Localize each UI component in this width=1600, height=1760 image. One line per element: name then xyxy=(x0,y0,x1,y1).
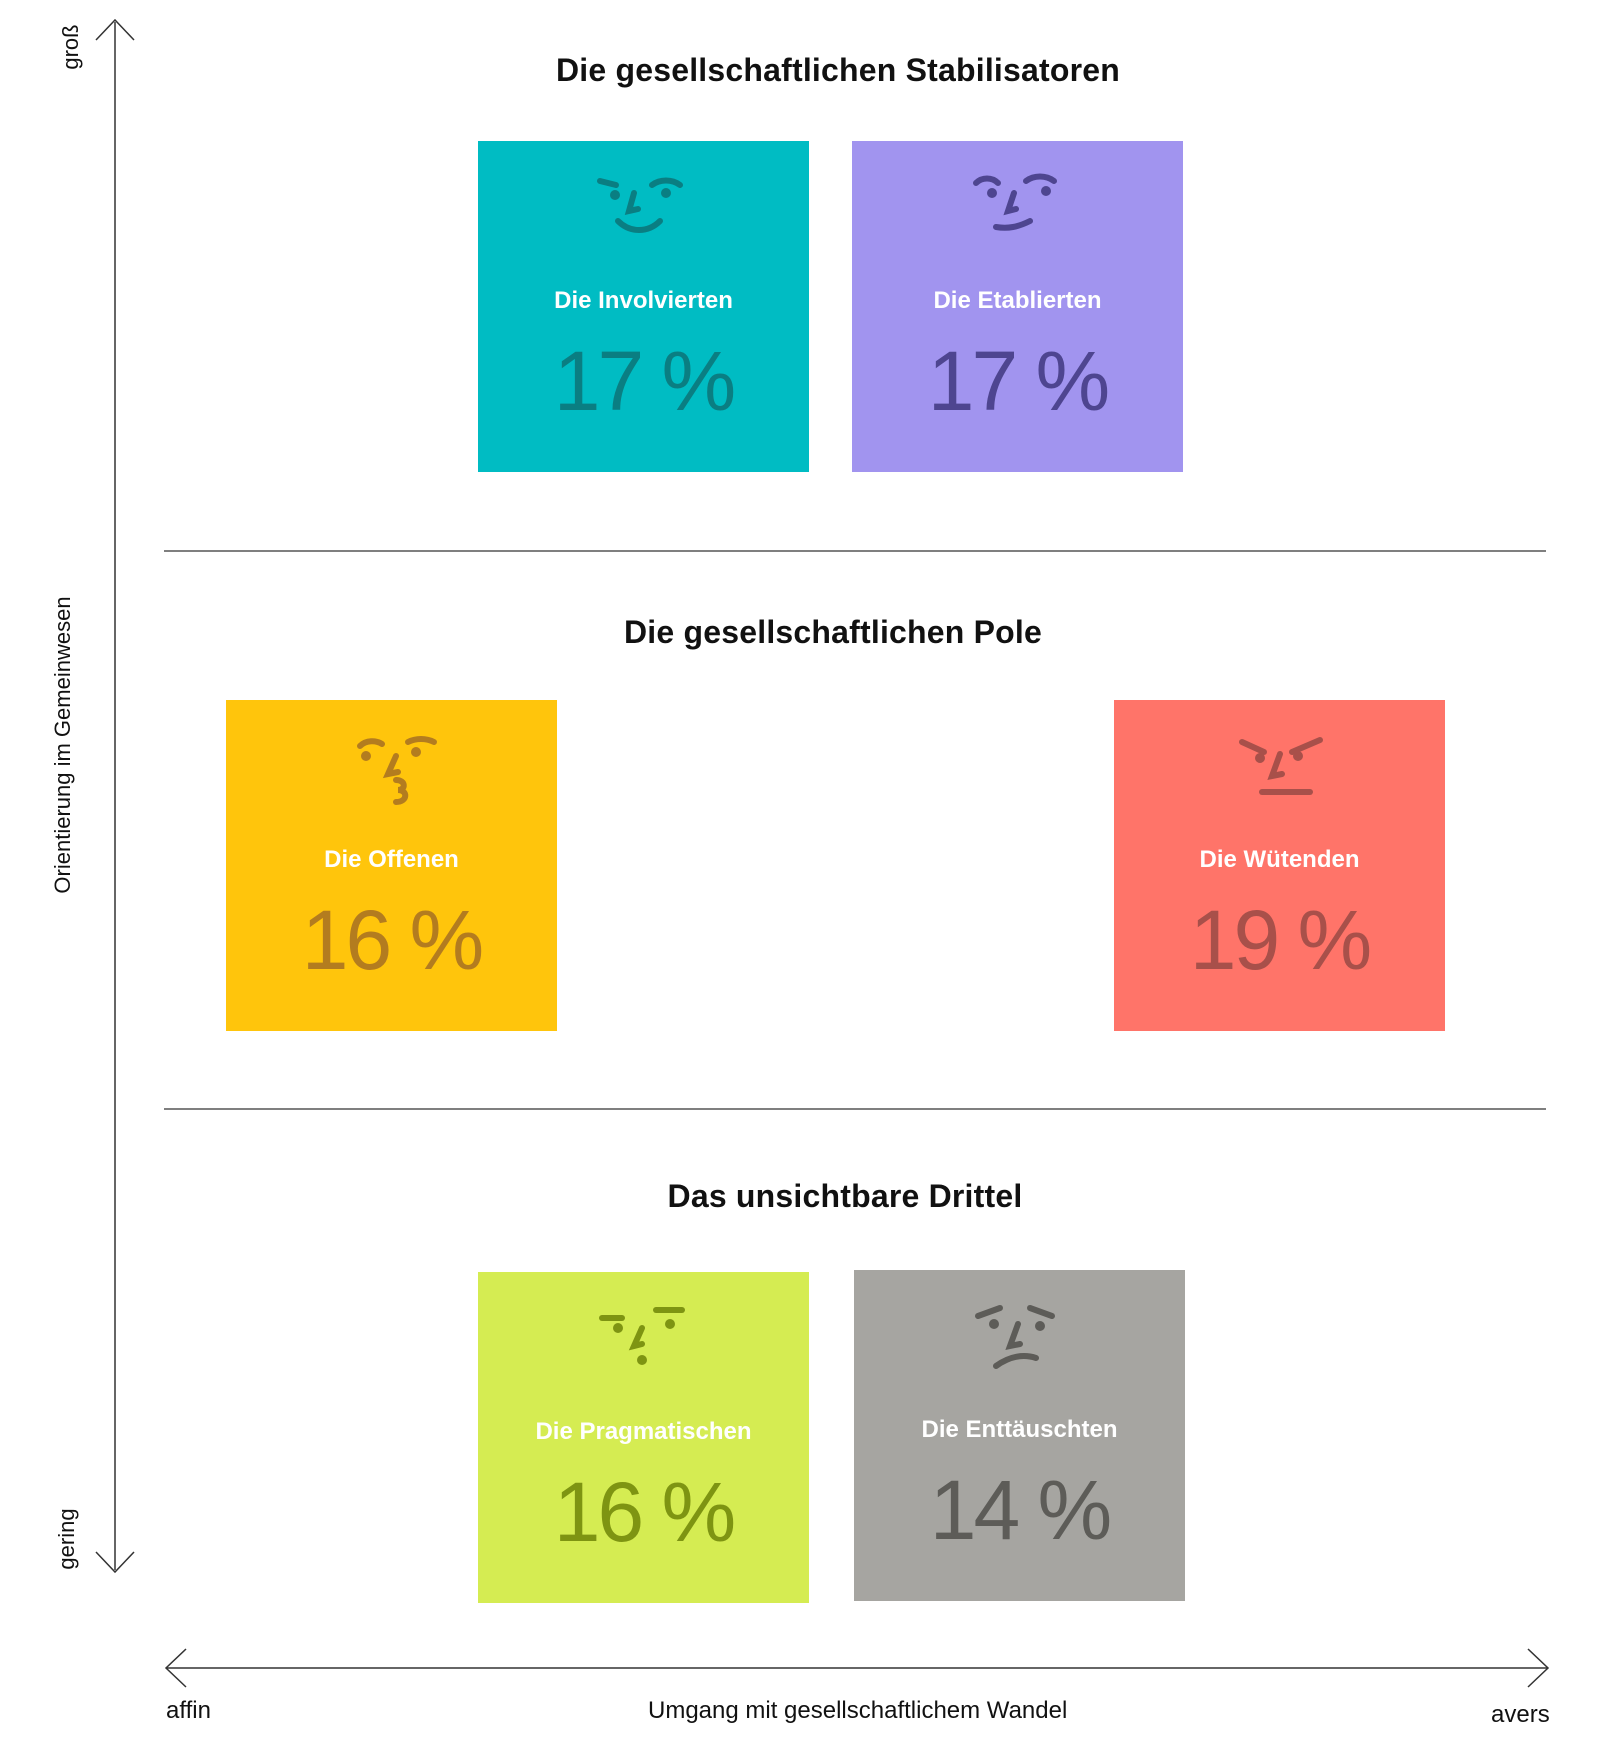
section-title-drittel: Das unsichtbare Drittel xyxy=(667,1178,1023,1214)
segment-value: 16 % xyxy=(301,893,484,987)
kiss-face-icon xyxy=(357,736,437,805)
segment-card-offenen: Die Offenen 16 % xyxy=(226,700,557,1031)
segment-value: 14 % xyxy=(929,1463,1112,1557)
y-axis-top-label: groß xyxy=(58,24,83,70)
segment-value: 16 % xyxy=(553,1465,736,1559)
section-title-pole: Die gesellschaftlichen Pole xyxy=(624,614,1042,650)
x-axis-title: Umgang mit gesellschaftlichem Wandel xyxy=(648,1697,1068,1724)
segment-card-etablierten: Die Etablierten 17 % xyxy=(852,141,1183,472)
segment-card-involvierten: Die Involvierten 17 % xyxy=(478,141,809,472)
y-axis-top-arrow xyxy=(95,18,135,41)
angry-face-icon xyxy=(1239,737,1323,795)
segment-name: Die Wütenden xyxy=(1199,846,1360,873)
segment-card-wuetenden: Die Wütenden 19 % xyxy=(1114,700,1445,1031)
section-title-stabilisatoren: Die gesellschaftlichen Stabilisatoren xyxy=(555,52,1121,88)
segment-value: 17 % xyxy=(927,334,1110,428)
segment-name: Die Offenen xyxy=(324,846,459,873)
smile-face-icon xyxy=(597,177,683,233)
x-axis-left-label: affin xyxy=(166,1697,211,1724)
segment-name: Die Involvierten xyxy=(554,287,733,314)
segment-card-pragmatischen: Die Pragmatischen 16 % xyxy=(478,1272,809,1603)
y-axis-title: Orientierung im Gemeinwesen xyxy=(50,596,75,894)
smirk-face-icon xyxy=(973,173,1057,231)
segment-card-enttaeuschten: Die Enttäuschten 14 % xyxy=(854,1270,1185,1601)
x-axis-left-arrow xyxy=(164,1648,187,1688)
x-axis-right-label: avers xyxy=(1491,1701,1550,1728)
segment-name: Die Pragmatischen xyxy=(535,1418,752,1445)
x-axis-right-arrow xyxy=(1527,1648,1550,1688)
segment-value: 19 % xyxy=(1189,893,1372,987)
segment-name: Die Enttäuschten xyxy=(921,1416,1118,1443)
segment-name: Die Etablierten xyxy=(933,287,1102,314)
y-axis-bottom-label: gering xyxy=(54,1508,79,1570)
segment-value: 17 % xyxy=(553,334,736,428)
neutral-face-icon xyxy=(599,1307,685,1365)
sad-face-icon xyxy=(975,1305,1055,1369)
y-axis-bottom-arrow xyxy=(95,1551,135,1574)
